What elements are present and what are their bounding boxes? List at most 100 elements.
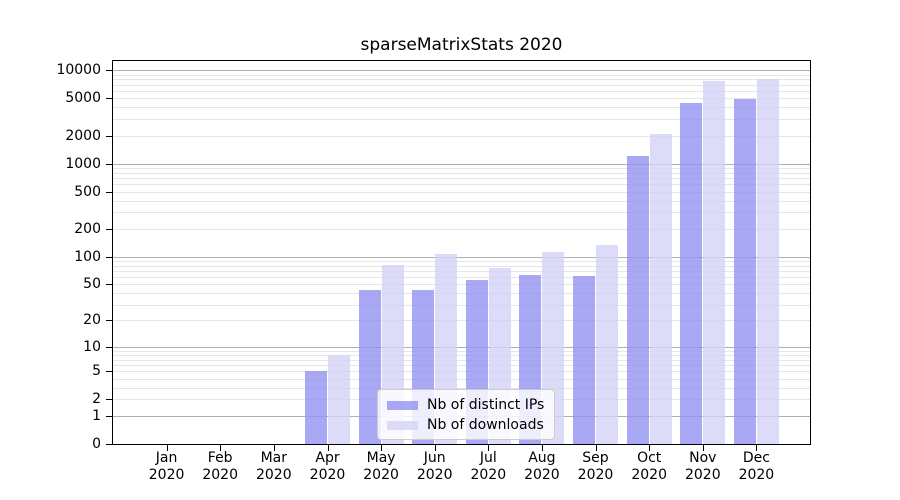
gridline-major [113, 70, 810, 72]
x-tick-label-year: 2020 [309, 467, 346, 483]
gridline-minor [113, 74, 810, 76]
legend-label-downloads: Nb of downloads [427, 417, 544, 433]
x-tick-label-year: 2020 [363, 467, 399, 483]
x-tick-mark [273, 445, 275, 451]
y-tick-mark [106, 191, 112, 193]
x-tick-mark [381, 445, 383, 451]
gridline-minor [113, 212, 810, 214]
x-tick-label-jan: Jan 2020 [127, 450, 207, 484]
y-tick-mark [106, 415, 112, 417]
legend: Nb of distinct IPs Nb of downloads [377, 389, 556, 440]
gridline-minor [113, 350, 810, 352]
x-tick-label-oct: Oct 2020 [609, 450, 689, 484]
gridline-minor [113, 178, 810, 180]
y-tick-mark [106, 399, 112, 401]
x-tick-label-nov: Nov 2020 [663, 450, 743, 484]
bar-distinct-ips-nov [680, 102, 703, 444]
y-tick-label-10000: 10000 [56, 62, 101, 79]
y-tick-label-1000: 1000 [65, 155, 101, 172]
y-tick-mark [106, 320, 112, 322]
x-tick-label-year: 2020 [255, 467, 292, 483]
bar-downloads-apr [328, 354, 350, 444]
x-tick-label-year: 2020 [631, 467, 667, 483]
y-tick-label-200: 200 [74, 220, 101, 237]
gridline-major [113, 163, 810, 165]
gridline-minor [113, 277, 810, 279]
gridline-minor [113, 107, 810, 109]
gridline-minor [113, 184, 810, 186]
x-tick-label-year: 2020 [416, 467, 453, 483]
bar-downloads-nov [703, 81, 726, 444]
gridline-minor [113, 365, 810, 366]
y-tick-mark [106, 98, 112, 100]
gridline-minor [113, 260, 810, 262]
y-tick-mark [106, 135, 112, 137]
x-tick-mark [756, 445, 758, 451]
gridline-minor [113, 228, 810, 230]
plot-area [112, 60, 811, 445]
y-tick-mark [106, 228, 112, 230]
x-tick-label-apr: Apr 2020 [288, 450, 368, 484]
x-tick-label-may: May 2020 [341, 450, 421, 484]
gridline-minor [113, 293, 810, 295]
gridline-minor [113, 371, 810, 373]
x-tick-label-feb: Feb 2020 [180, 450, 260, 484]
x-tick-mark [434, 445, 436, 451]
bar-downloads-dec [756, 78, 779, 444]
x-tick-label-year: 2020 [524, 467, 560, 483]
bar-distinct-ips-oct [626, 155, 649, 444]
gridline-minor [113, 135, 810, 137]
gridline-minor [113, 271, 810, 272]
bar-distinct-ips-dec [733, 98, 756, 444]
gridline-minor [113, 284, 810, 286]
gridline-minor [113, 378, 810, 380]
x-tick-mark [541, 445, 543, 451]
y-tick-label-2: 2 [92, 391, 101, 408]
y-tick-label-100: 100 [74, 248, 101, 265]
gridline-major [113, 346, 810, 348]
x-tick-mark [327, 445, 329, 451]
x-tick-label-mar: Mar 2020 [234, 450, 314, 484]
x-tick-label-sep: Sep 2020 [556, 450, 636, 484]
gridline-minor [113, 79, 810, 81]
chart-title: sparseMatrixStats 2020 [360, 35, 563, 55]
y-tick-mark [106, 284, 112, 286]
gridline-minor [113, 191, 810, 193]
x-tick-label-year: 2020 [577, 467, 614, 483]
gridline-layer [113, 61, 810, 444]
y-tick-mark [106, 444, 112, 445]
y-tick-label-20: 20 [83, 312, 101, 329]
x-tick-label-jun: Jun 2020 [395, 450, 475, 484]
x-tick-mark [595, 445, 597, 451]
legend-swatch-downloads [387, 420, 418, 430]
bar-downloads-sep [596, 245, 618, 444]
x-tick-mark [166, 445, 168, 451]
y-tick-label-0: 0 [92, 436, 101, 452]
x-tick-label-year: 2020 [738, 467, 775, 483]
gridline-minor [113, 354, 810, 356]
gridline-minor [113, 167, 810, 169]
x-tick-label-year: 2020 [202, 467, 238, 483]
gridline-minor [113, 84, 810, 86]
bar-downloads-oct [649, 134, 672, 444]
legend-label-distinct-ips: Nb of distinct IPs [427, 397, 545, 413]
legend-row-distinct-ips: Nb of distinct IPs [387, 396, 544, 414]
legend-swatch-distinct-ips [387, 400, 418, 410]
y-tick-label-5000: 5000 [65, 90, 101, 107]
x-tick-label-dec: Dec 2020 [716, 450, 796, 484]
y-tick-label-10: 10 [83, 338, 101, 355]
gridline-major [113, 256, 810, 258]
x-tick-mark [220, 445, 222, 451]
gridline-minor [113, 265, 810, 267]
bar-distinct-ips-may [358, 289, 381, 444]
x-tick-label-year: 2020 [148, 467, 185, 483]
gridline-minor [113, 359, 810, 361]
y-tick-label-500: 500 [74, 183, 101, 200]
y-tick-label-5: 5 [92, 363, 101, 380]
x-tick-label-year: 2020 [470, 467, 507, 483]
y-tick-mark [106, 70, 112, 72]
legend-row-downloads: Nb of downloads [387, 416, 544, 434]
y-tick-mark [106, 371, 112, 373]
y-tick-label-1: 1 [92, 407, 101, 424]
